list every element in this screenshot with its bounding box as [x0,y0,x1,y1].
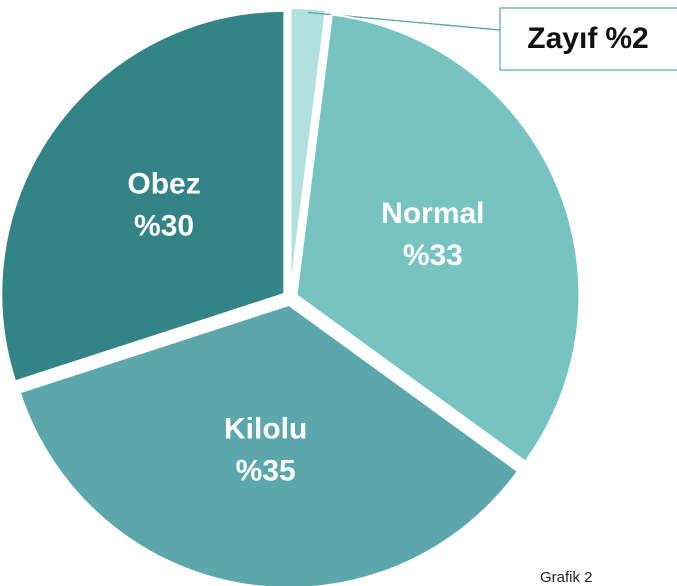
pie-slice [289,7,328,292]
slice-name: Obez [127,167,200,200]
pie-slice [18,303,520,586]
slice-name: Kilolu [224,413,307,446]
label-box [499,7,677,71]
slice-value: %35 [236,455,296,488]
slice-name: Zayıf [527,22,598,55]
slice-label: Zayıf %2 [527,22,648,55]
slice-value: %2 [605,22,648,55]
slice-name: Normal [381,197,484,230]
slice-value: %30 [134,209,194,242]
caption: Grafik 2 [540,569,593,586]
pie-slice [0,9,286,383]
slice-value: %33 [403,239,463,272]
pie-slice [295,13,581,463]
